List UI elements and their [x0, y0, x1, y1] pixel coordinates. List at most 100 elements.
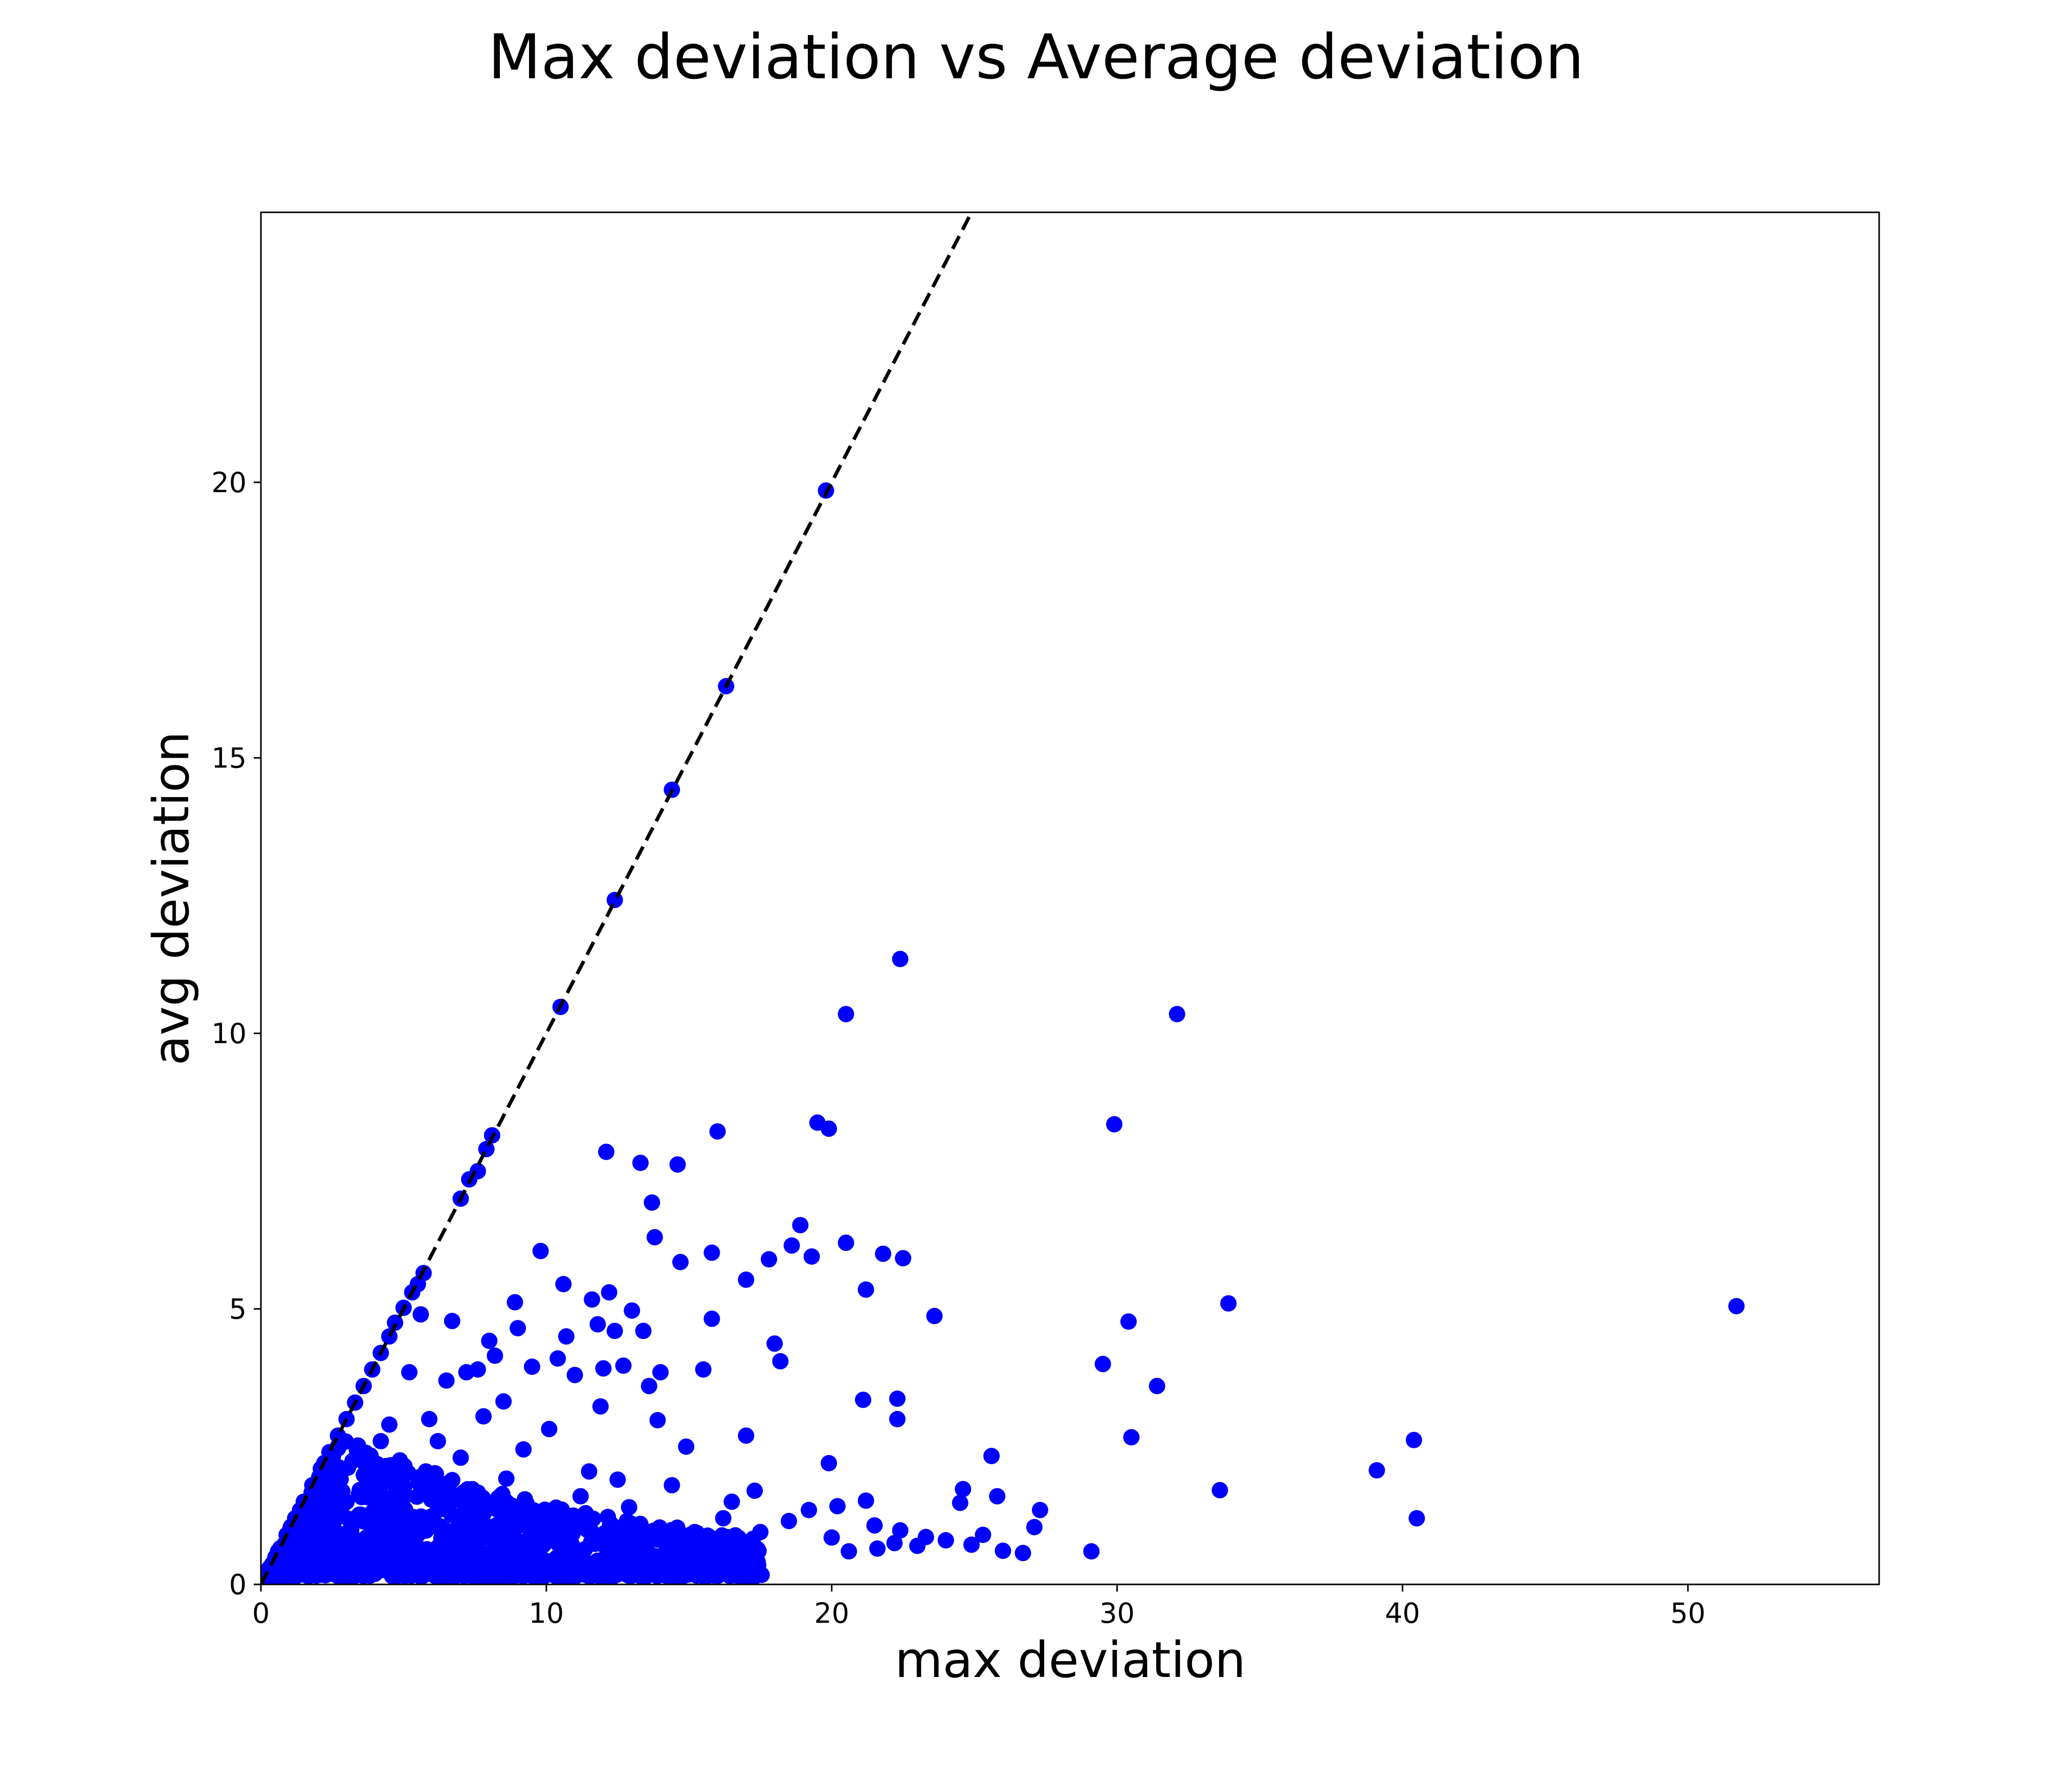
data-point — [1120, 1313, 1137, 1330]
data-point — [372, 1433, 389, 1449]
data-point — [937, 1532, 954, 1549]
data-point-cluster — [480, 1546, 497, 1562]
data-point-cluster — [459, 1481, 476, 1497]
data-point — [589, 1316, 606, 1333]
data-point-cluster — [500, 1568, 517, 1584]
data-point-cluster — [341, 1543, 358, 1560]
data-point — [1106, 1116, 1122, 1133]
data-point-cluster — [695, 1547, 712, 1564]
data-point — [803, 1248, 820, 1265]
data-point-cluster — [368, 1472, 385, 1489]
data-point — [703, 1310, 720, 1327]
x-axis-ticks: 0 10 20 30 40 50 — [252, 1584, 1706, 1629]
data-point — [841, 1543, 857, 1560]
data-point-cluster — [552, 1538, 568, 1555]
y-tick-label: 10 — [211, 1018, 247, 1050]
data-point — [809, 1114, 826, 1131]
data-point — [664, 1477, 680, 1494]
data-point-cluster — [444, 1472, 460, 1489]
data-point — [975, 1527, 991, 1543]
data-point — [821, 1455, 837, 1471]
x-tick-label: 30 — [1099, 1597, 1135, 1629]
data-point — [909, 1537, 926, 1554]
data-point — [752, 1524, 769, 1540]
data-point — [926, 1308, 943, 1325]
data-point-cluster — [420, 1483, 436, 1499]
data-point — [1031, 1502, 1048, 1518]
data-point — [1123, 1429, 1140, 1446]
data-point — [889, 1410, 906, 1427]
data-point-cluster — [352, 1506, 369, 1523]
data-point — [510, 1320, 526, 1337]
data-point — [444, 1313, 460, 1330]
data-point — [352, 1482, 369, 1499]
data-point — [837, 1234, 854, 1251]
data-point — [401, 1364, 418, 1381]
data-point — [886, 1535, 903, 1552]
data-point-cluster — [621, 1533, 638, 1550]
data-point-cluster — [340, 1459, 356, 1476]
data-point — [487, 1348, 503, 1364]
data-point — [329, 1427, 346, 1444]
data-point-cluster — [435, 1494, 452, 1511]
data-point — [955, 1481, 972, 1497]
data-point — [829, 1498, 846, 1515]
y-tick-label: 15 — [211, 742, 247, 774]
data-point — [421, 1410, 438, 1427]
data-point — [715, 1510, 732, 1527]
data-point-cluster — [511, 1516, 527, 1533]
data-point-cluster — [736, 1543, 753, 1560]
data-point — [481, 1332, 498, 1349]
y-tick-label: 0 — [229, 1569, 247, 1601]
data-point — [892, 951, 909, 967]
data-point — [1015, 1545, 1031, 1561]
data-point — [584, 1291, 601, 1308]
data-point — [761, 1251, 777, 1268]
data-point — [875, 1245, 892, 1262]
data-point — [532, 1243, 549, 1260]
data-point — [598, 1143, 614, 1160]
data-point — [338, 1493, 355, 1510]
data-point-cluster — [665, 1542, 682, 1559]
data-point-cluster — [367, 1486, 384, 1502]
data-point-cluster — [362, 1447, 379, 1464]
data-point — [458, 1364, 475, 1381]
data-point-cluster — [725, 1554, 742, 1571]
data-point-cluster — [405, 1509, 422, 1526]
data-point — [624, 1302, 641, 1319]
data-point-cluster — [341, 1568, 358, 1584]
data-point-cluster — [753, 1567, 770, 1583]
data-point — [324, 1510, 341, 1527]
data-point — [515, 1441, 532, 1458]
points-layer — [261, 482, 1745, 1584]
data-point-cluster — [474, 1498, 491, 1515]
data-point — [644, 1194, 660, 1211]
data-point-cluster — [554, 1501, 570, 1518]
data-point-cluster — [590, 1566, 607, 1583]
data-point — [649, 1412, 666, 1428]
data-point — [723, 1493, 740, 1510]
data-point — [310, 1527, 326, 1543]
data-point — [686, 1524, 703, 1540]
data-point-cluster — [460, 1563, 477, 1580]
data-point — [381, 1328, 398, 1345]
data-point-cluster — [720, 1567, 737, 1584]
data-point — [738, 1427, 755, 1444]
data-point — [438, 1372, 455, 1389]
data-point-cluster — [546, 1568, 563, 1584]
data-point — [412, 1306, 429, 1323]
data-point — [857, 1492, 874, 1509]
data-point-cluster — [588, 1531, 605, 1548]
data-point-cluster — [525, 1502, 542, 1519]
data-point-cluster — [646, 1566, 663, 1583]
data-point — [1405, 1431, 1422, 1448]
data-point — [1083, 1543, 1100, 1560]
x-tick-label: 40 — [1385, 1597, 1420, 1629]
x-tick-label: 50 — [1670, 1597, 1706, 1629]
data-point — [524, 1358, 540, 1375]
data-point-cluster — [504, 1534, 521, 1551]
data-point — [389, 1460, 406, 1477]
data-point — [746, 1482, 763, 1499]
data-point — [892, 1522, 909, 1539]
data-point — [889, 1391, 906, 1407]
